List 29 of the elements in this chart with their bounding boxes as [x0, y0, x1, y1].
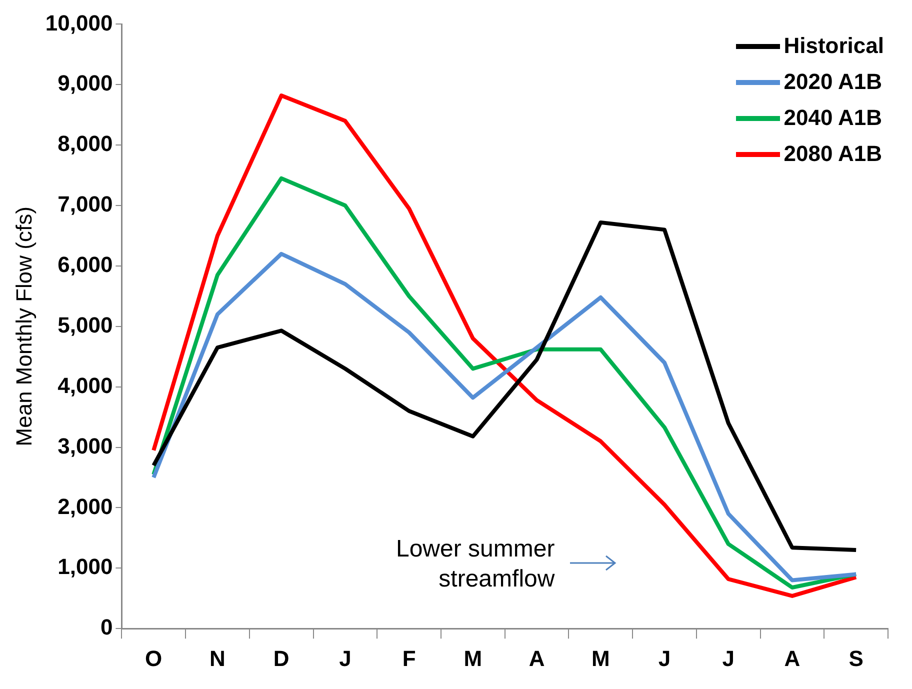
y-axis-title: Mean Monthly Flow (cfs): [11, 206, 36, 446]
x-tick-label: J: [658, 646, 671, 671]
legend-label: 2080 A1B: [784, 141, 882, 168]
legend-label: Historical: [784, 33, 884, 60]
y-tick-label: 5,000: [58, 312, 113, 338]
x-tick-label: M: [591, 646, 610, 671]
y-tick-label: 6,000: [58, 252, 113, 278]
x-tick-label: S: [848, 646, 864, 671]
y-tick-label: 9,000: [58, 70, 113, 96]
annotation: Lower summer streamflow: [396, 536, 556, 593]
y-tick-label: 2,000: [58, 494, 113, 519]
legend-label: 2040 A1B: [784, 105, 882, 132]
x-tick-label: O: [145, 646, 162, 671]
y-tick-label: 7,000: [58, 192, 113, 217]
x-tick-label: A: [528, 646, 545, 671]
y-tick-label: 4,000: [58, 372, 113, 398]
x-tick-label: J: [722, 646, 734, 671]
x-tick-label: M: [464, 646, 482, 671]
y-tick-label: 0: [100, 614, 113, 640]
y-tick-label: 8,000: [58, 131, 113, 156]
x-tick-label: N: [210, 646, 226, 671]
y-tick-label: 3,000: [58, 433, 113, 458]
x-tick-label: A: [784, 646, 800, 671]
legend-label: 2020 A1B: [784, 69, 882, 96]
y-tick-label: 1,000: [58, 554, 113, 580]
x-tick-label: F: [402, 646, 416, 671]
x-tick-label: D: [273, 646, 290, 671]
x-tick-label: J: [339, 646, 352, 671]
y-tick-label: 10,000: [45, 10, 113, 36]
